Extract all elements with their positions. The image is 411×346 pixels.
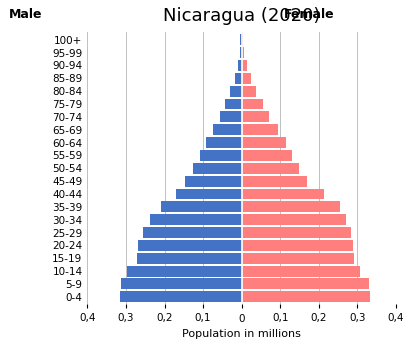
Bar: [127, 266, 242, 276]
Bar: [242, 163, 299, 174]
Bar: [242, 99, 263, 109]
Text: Female: Female: [284, 8, 335, 21]
Bar: [242, 176, 307, 186]
Bar: [235, 73, 242, 84]
Title: Nicaragua (2020): Nicaragua (2020): [163, 7, 320, 25]
Bar: [220, 111, 242, 122]
Bar: [242, 291, 369, 302]
Bar: [176, 189, 242, 199]
Bar: [242, 189, 325, 199]
Bar: [143, 227, 242, 238]
Bar: [242, 86, 256, 97]
Bar: [185, 176, 242, 186]
Bar: [242, 201, 340, 212]
Bar: [242, 34, 243, 45]
Bar: [242, 124, 278, 135]
Bar: [242, 137, 286, 148]
Bar: [200, 150, 242, 161]
Bar: [240, 47, 242, 58]
Bar: [242, 240, 353, 251]
Bar: [242, 60, 247, 71]
Bar: [230, 86, 242, 97]
Bar: [212, 124, 242, 135]
Bar: [242, 253, 354, 264]
Bar: [242, 266, 360, 276]
Bar: [242, 111, 268, 122]
Bar: [242, 73, 251, 84]
Bar: [242, 279, 369, 289]
Bar: [225, 99, 242, 109]
Bar: [238, 60, 242, 71]
Bar: [137, 253, 242, 264]
Bar: [138, 240, 242, 251]
Bar: [242, 150, 292, 161]
Bar: [150, 214, 242, 225]
Bar: [206, 137, 242, 148]
Bar: [121, 279, 242, 289]
Bar: [242, 227, 351, 238]
X-axis label: Population in millions: Population in millions: [182, 329, 301, 339]
Bar: [240, 34, 242, 45]
Bar: [120, 291, 242, 302]
Bar: [242, 214, 346, 225]
Bar: [194, 163, 242, 174]
Bar: [242, 47, 244, 58]
Text: Male: Male: [9, 8, 42, 21]
Bar: [161, 201, 242, 212]
